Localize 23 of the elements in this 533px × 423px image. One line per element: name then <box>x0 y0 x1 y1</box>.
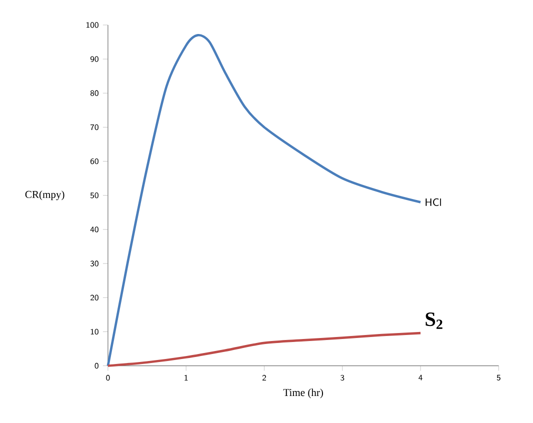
y-tick-label: 30 <box>90 260 98 267</box>
x-tick-label: 1 <box>184 375 188 381</box>
line-series <box>106 34 422 368</box>
y-tick-label: 60 <box>90 158 98 164</box>
y-tick-label: 90 <box>90 56 98 62</box>
y-tick-label: 40 <box>90 226 98 232</box>
line-series <box>106 332 422 368</box>
x-tick-label: 3 <box>340 375 344 381</box>
y-tick-label: 20 <box>90 294 98 301</box>
y-tick-label: 50 <box>90 192 98 198</box>
series-label: S$_{2}$ <box>426 312 442 330</box>
series-label: HCl <box>426 198 441 206</box>
y-tick-label: 100 <box>86 22 98 28</box>
y-tick-label: 0 <box>94 363 98 369</box>
x-axis-title: Time (hr) <box>283 388 323 398</box>
y-tick-label: 80 <box>90 90 98 96</box>
x-tick-label: 0 <box>106 375 110 381</box>
x-tick-label: 2 <box>262 375 266 381</box>
y-axis-title: CR(mpy) <box>25 190 64 200</box>
y-tick-label: 70 <box>90 124 98 130</box>
x-tick-label: 4 <box>418 375 422 380</box>
y-tick-label: 10 <box>90 328 98 335</box>
x-tick-label: 5 <box>496 375 500 381</box>
